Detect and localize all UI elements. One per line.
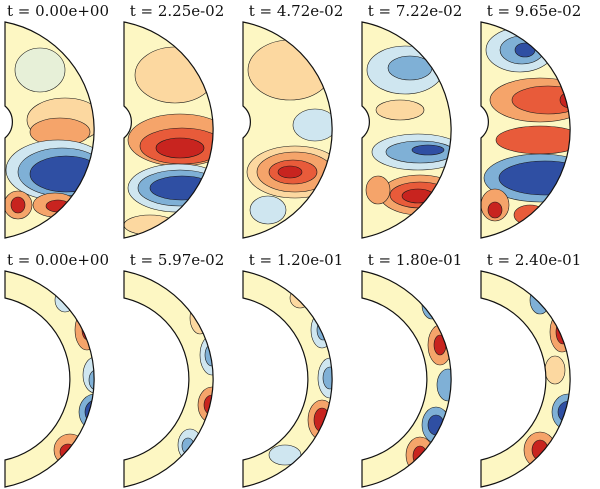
panel-title: t = 7.22e-02 xyxy=(368,2,463,20)
contour-field xyxy=(124,22,214,238)
panel-bottom-3: t = 1.20e-01 xyxy=(242,251,344,488)
panel-top-5: t = 9.65e-02 xyxy=(480,2,582,239)
panel-title: t = 1.80e-01 xyxy=(368,251,463,269)
panel-bottom-5: t = 2.40e-01 xyxy=(480,251,582,488)
panel-title: t = 0.00e+00 xyxy=(7,2,109,20)
panel-bottom-4: t = 1.80e-01 xyxy=(361,251,463,488)
panel-top-3: t = 4.72e-02 xyxy=(242,2,344,239)
contour-field xyxy=(362,22,452,238)
panel-title: t = 2.40e-01 xyxy=(487,251,582,269)
panel-top-4: t = 7.22e-02 xyxy=(361,2,463,239)
panel-bottom-1: t = 0.00e+00 xyxy=(4,251,109,488)
panel-title: t = 5.97e-02 xyxy=(130,251,225,269)
panel-top-2: t = 2.25e-02 xyxy=(123,2,225,239)
panel-title: t = 0.00e+00 xyxy=(7,251,109,269)
panel-title: t = 2.25e-02 xyxy=(130,2,225,20)
panel-title: t = 9.65e-02 xyxy=(487,2,582,20)
panel-title: t = 4.72e-02 xyxy=(249,2,344,20)
panel-title: t = 1.20e-01 xyxy=(249,251,344,269)
panel-bottom-2: t = 5.97e-02 xyxy=(123,251,225,488)
panel-top-1: t = 0.00e+00 xyxy=(4,2,109,239)
contour-field xyxy=(243,22,333,238)
contour-field xyxy=(5,22,95,238)
